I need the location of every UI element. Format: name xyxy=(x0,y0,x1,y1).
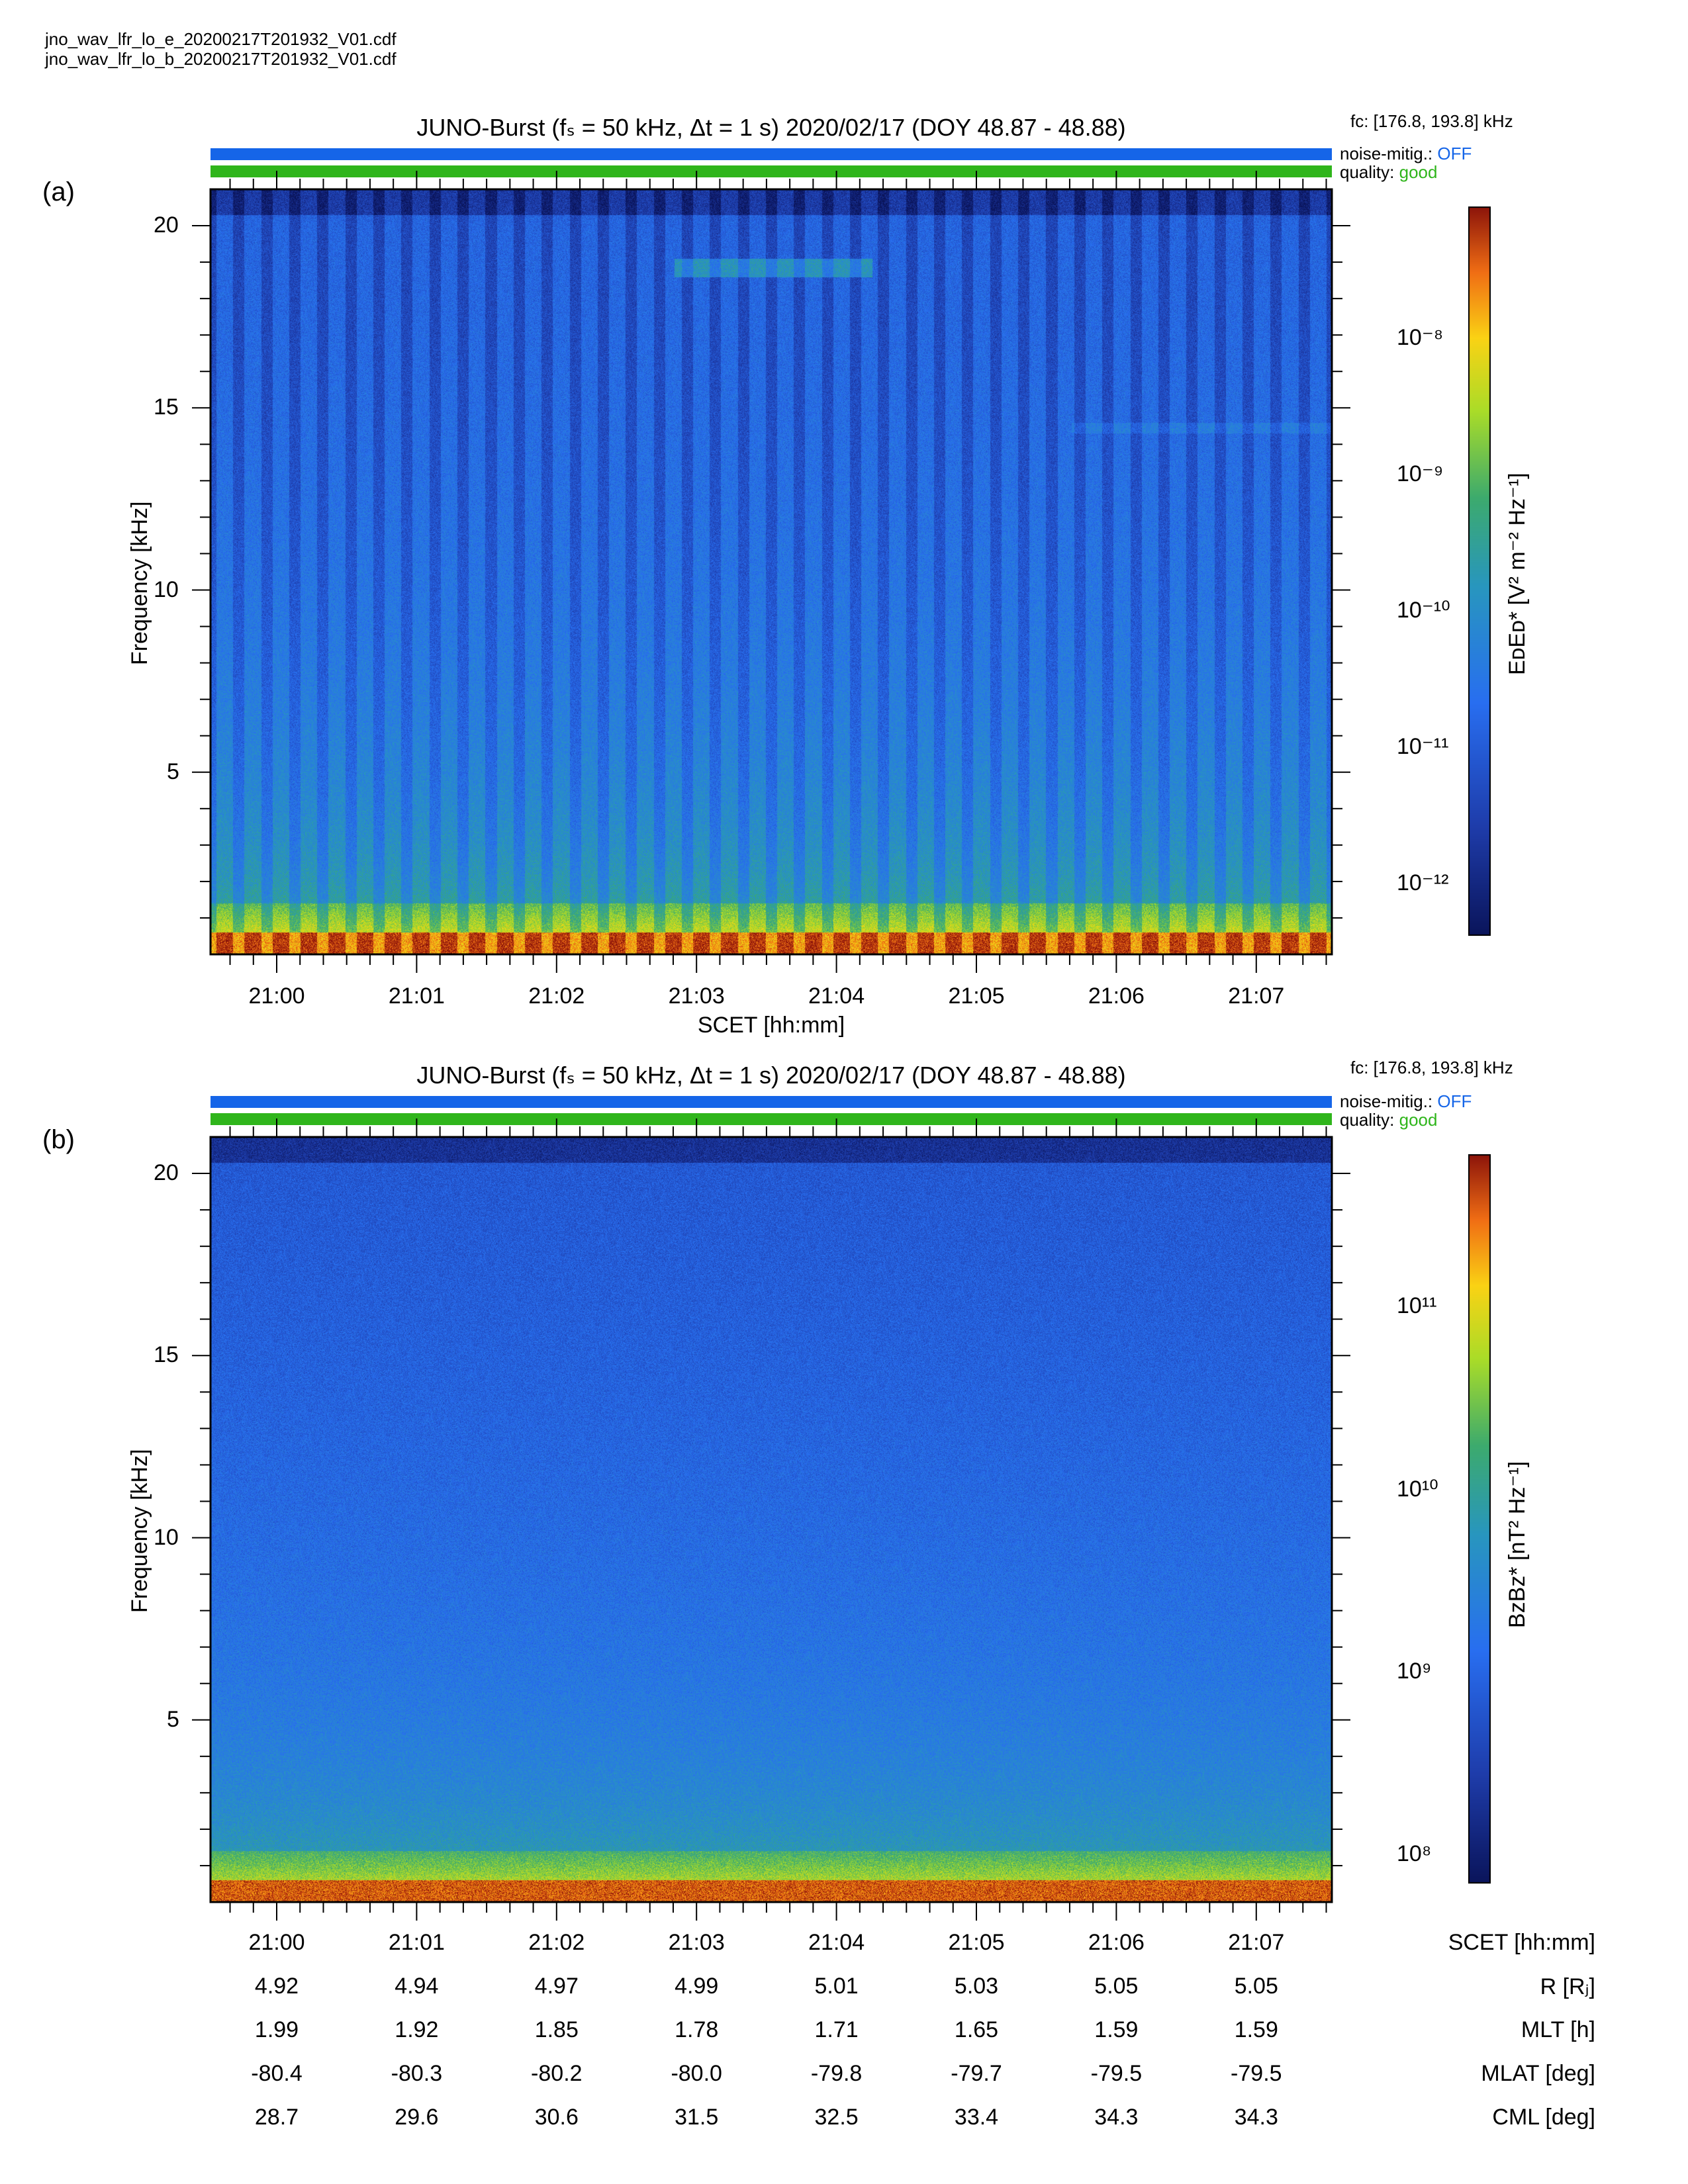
ephemeris-cell: 1.78 xyxy=(675,2017,719,2042)
ephemeris-row-label: CML [deg] xyxy=(1492,2105,1595,2130)
ephemeris-cell: 31.5 xyxy=(675,2105,719,2130)
ephemeris-cell: 32.5 xyxy=(814,2105,859,2130)
colorbar-tick-label: 10⁻¹¹ xyxy=(1397,734,1449,759)
ephemeris-cell: -80.0 xyxy=(671,2061,722,2086)
ephemeris-cell: 1.59 xyxy=(1234,2017,1278,2042)
panel-a-noise-label: noise-mitig.: OFF xyxy=(1340,144,1472,163)
ephemeris-cell: 21:07 xyxy=(1228,1930,1285,1955)
panel-a-noise-value: OFF xyxy=(1437,144,1472,163)
panel-a-ytick-label: 15 xyxy=(154,394,179,420)
ephemeris-cell: 1.59 xyxy=(1094,2017,1139,2042)
ephemeris-row-label: R [Rⱼ] xyxy=(1540,1974,1595,1999)
panel-a-title: JUNO-Burst (fₛ = 50 kHz, Δt = 1 s) 2020/… xyxy=(416,114,1126,141)
panel-a-label: (a) xyxy=(42,177,75,206)
ephemeris-cell: 21:03 xyxy=(668,1930,725,1955)
panel-a-colorbar xyxy=(1468,206,1491,936)
panel-a-xtick-label: 21:01 xyxy=(388,983,445,1009)
panel-a-xlabel: SCET [hh:mm] xyxy=(697,1013,845,1038)
panel-b-ytick-label: 20 xyxy=(154,1160,179,1186)
file-name-b: jno_wav_lfr_lo_b_20200217T201932_V01.cdf xyxy=(45,49,397,69)
ephemeris-cell: 21:05 xyxy=(948,1930,1005,1955)
file-name-e: jno_wav_lfr_lo_e_20200217T201932_V01.cdf xyxy=(45,29,397,49)
panel-b-title: JUNO-Burst (fₛ = 50 kHz, Δt = 1 s) 2020/… xyxy=(416,1062,1126,1089)
colorbar-tick-label: 10⁻⁹ xyxy=(1397,461,1444,486)
ephemeris-cell: 34.3 xyxy=(1094,2105,1139,2130)
colorbar-tick-label: 10⁻⁸ xyxy=(1397,325,1444,350)
panel-a-quality-bar xyxy=(211,165,1332,177)
panel-a-fc: fᴄ: [176.8, 193.8] kHz xyxy=(1350,111,1513,131)
colorbar-tick-label: 10⁸ xyxy=(1397,1841,1432,1866)
panel-b-fc: fᴄ: [176.8, 193.8] kHz xyxy=(1350,1058,1513,1077)
ephemeris-cell: -80.2 xyxy=(531,2061,583,2086)
colorbar-tick-label: 10⁻¹² xyxy=(1397,870,1449,895)
ephemeris-cell: 4.92 xyxy=(254,1974,299,1999)
panel-b-spectrogram xyxy=(211,1137,1332,1902)
ephemeris-cell: -79.7 xyxy=(951,2061,1002,2086)
ephemeris-cell: -79.8 xyxy=(810,2061,863,2086)
ephemeris-cell: 4.97 xyxy=(534,1974,579,1999)
ephemeris-cell: -79.5 xyxy=(1090,2061,1143,2086)
panel-a-xtick-label: 21:03 xyxy=(668,983,725,1009)
panel-a-quality-label: quality: good xyxy=(1340,162,1438,182)
panel-a-noise-bar xyxy=(211,148,1332,160)
panel-a-quality-value: good xyxy=(1399,162,1438,182)
panel-a-xtick-label: 21:07 xyxy=(1228,983,1285,1009)
ephemeris-cell: 5.05 xyxy=(1094,1974,1139,1999)
ephemeris-cell: 1.92 xyxy=(395,2017,439,2042)
panel-b-label: (b) xyxy=(42,1125,75,1154)
ephemeris-cell: 21:06 xyxy=(1088,1930,1145,1955)
ephemeris-row-label: SCET [hh:mm] xyxy=(1448,1930,1595,1955)
colorbar-tick-label: 10¹⁰ xyxy=(1397,1477,1438,1502)
panel-a-xtick-label: 21:05 xyxy=(948,983,1005,1009)
ephemeris-cell: -80.3 xyxy=(391,2061,443,2086)
ephemeris-cell: 1.99 xyxy=(254,2017,299,2042)
panel-b-ytick-label: 15 xyxy=(154,1342,179,1368)
panel-a-xtick-label: 21:00 xyxy=(248,983,305,1009)
ephemeris-cell: 34.3 xyxy=(1234,2105,1278,2130)
panel-a-ytick-label: 5 xyxy=(167,758,179,784)
ephemeris-cell: 21:02 xyxy=(528,1930,585,1955)
panel-a-xtick-label: 21:04 xyxy=(808,983,865,1009)
ephemeris-cell: 29.6 xyxy=(395,2105,439,2130)
panel-b-noise-label: noise-mitig.: OFF xyxy=(1340,1091,1472,1111)
panel-b-colorbar xyxy=(1468,1154,1491,1884)
panel-b-quality-label: quality: good xyxy=(1340,1110,1438,1130)
colorbar-tick-label: 10¹¹ xyxy=(1397,1293,1437,1318)
colorbar-tick-label: 10⁻¹⁰ xyxy=(1397,598,1450,623)
panel-b-quality-bar xyxy=(211,1113,1332,1125)
ephemeris-cell: 21:00 xyxy=(248,1930,305,1955)
ephemeris-row-label: MLAT [deg] xyxy=(1481,2061,1595,2086)
ephemeris-row-label: MLT [h] xyxy=(1521,2017,1595,2042)
panel-a-ytick-label: 10 xyxy=(154,576,179,602)
ephemeris-cell: 4.94 xyxy=(395,1974,439,1999)
ephemeris-cell: -79.5 xyxy=(1231,2061,1282,2086)
panel-b-ytick-label: 10 xyxy=(154,1524,179,1550)
ephemeris-cell: 21:01 xyxy=(388,1930,445,1955)
ephemeris-cell: 21:04 xyxy=(808,1930,865,1955)
ephemeris-cell: 1.65 xyxy=(954,2017,999,2042)
panel-a-spectrogram xyxy=(211,189,1332,954)
panel-a-xtick-label: 21:02 xyxy=(528,983,585,1009)
panel-b-noise-bar xyxy=(211,1096,1332,1108)
ephemeris-cell: -80.4 xyxy=(251,2061,303,2086)
ephemeris-cell: 5.03 xyxy=(954,1974,999,1999)
ephemeris-cell: 30.6 xyxy=(534,2105,579,2130)
ephemeris-cell: 1.71 xyxy=(814,2017,859,2042)
ephemeris-cell: 33.4 xyxy=(954,2105,999,2130)
panel-a-xtick-label: 21:06 xyxy=(1088,983,1145,1009)
ephemeris-cell: 1.85 xyxy=(534,2017,579,2042)
ephemeris-cell: 28.7 xyxy=(254,2105,299,2130)
ephemeris-cell: 5.05 xyxy=(1234,1974,1278,1999)
panel-b-quality-value: good xyxy=(1399,1110,1438,1130)
panel-b-noise-value: OFF xyxy=(1437,1091,1472,1111)
colorbar-tick-label: 10⁹ xyxy=(1397,1659,1432,1684)
panel-a-ytick-label: 20 xyxy=(154,212,179,238)
ephemeris-cell: 5.01 xyxy=(814,1974,859,1999)
ephemeris-cell: 4.99 xyxy=(675,1974,719,1999)
panel-b-ytick-label: 5 xyxy=(167,1706,179,1732)
